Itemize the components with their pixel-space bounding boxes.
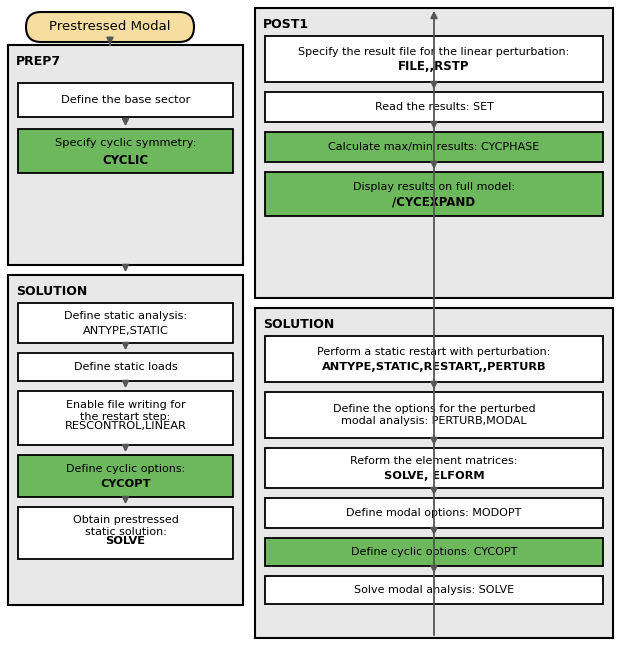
Bar	[18, 83, 233, 117]
Text: Enable file writing for
the restart step:: Enable file writing for the restart step…	[66, 400, 185, 422]
Bar	[18, 353, 233, 381]
Text: Read the results: SET: Read the results: SET	[375, 102, 493, 112]
Text: SOLUTION: SOLUTION	[263, 318, 334, 331]
Text: /CYCEXPAND: /CYCEXPAND	[392, 196, 476, 208]
Text: Define cyclic options: CYCOPT: Define cyclic options: CYCOPT	[351, 547, 517, 557]
Bar	[265, 448, 603, 488]
Text: Obtain prestressed
static solution:: Obtain prestressed static solution:	[72, 515, 179, 537]
Text: Define static loads: Define static loads	[74, 362, 177, 372]
Bar	[265, 336, 603, 382]
Bar	[255, 8, 613, 298]
Bar	[18, 391, 233, 445]
Text: PREP7: PREP7	[16, 55, 61, 68]
Bar	[265, 92, 603, 122]
Bar	[255, 308, 613, 638]
Bar	[18, 303, 233, 343]
Bar	[8, 45, 243, 265]
Text: Define cyclic options:: Define cyclic options:	[66, 464, 185, 474]
Text: POST1: POST1	[263, 18, 309, 31]
Text: Solve modal analysis: SOLVE: Solve modal analysis: SOLVE	[354, 585, 514, 595]
Bar	[18, 507, 233, 559]
Text: Define the options for the perturbed
modal analysis: PERTURB,MODAL: Define the options for the perturbed mod…	[332, 404, 535, 426]
Text: ANTYPE,STATIC,RESTART,,PERTURB: ANTYPE,STATIC,RESTART,,PERTURB	[322, 362, 546, 372]
Text: Display results on full model:: Display results on full model:	[353, 182, 515, 192]
Text: Specify the result file for the linear perturbation:: Specify the result file for the linear p…	[298, 47, 570, 57]
Text: ANTYPE,STATIC: ANTYPE,STATIC	[83, 326, 169, 336]
Bar	[265, 498, 603, 528]
Text: Prestressed Modal: Prestressed Modal	[49, 21, 171, 34]
Bar	[265, 576, 603, 604]
Text: Calculate max/min results: CYCPHASE: Calculate max/min results: CYCPHASE	[328, 142, 540, 152]
Text: SOLUTION: SOLUTION	[16, 285, 87, 298]
Bar	[8, 275, 243, 605]
Text: Specify cyclic symmetry:: Specify cyclic symmetry:	[55, 138, 197, 148]
Text: Perform a static restart with perturbation:: Perform a static restart with perturbati…	[317, 347, 551, 357]
FancyBboxPatch shape	[26, 12, 194, 42]
Text: FILE,,RSTP: FILE,,RSTP	[398, 60, 470, 74]
Text: SOLVE: SOLVE	[106, 536, 145, 546]
Text: SOLVE, ELFORM: SOLVE, ELFORM	[384, 471, 485, 481]
Text: Define static analysis:: Define static analysis:	[64, 311, 187, 321]
Text: CYCOPT: CYCOPT	[100, 479, 151, 489]
Bar	[265, 36, 603, 82]
Bar	[265, 392, 603, 438]
Bar	[265, 538, 603, 566]
Text: CYCLIC: CYCLIC	[103, 154, 148, 166]
Text: Reform the element matrices:: Reform the element matrices:	[350, 456, 518, 466]
Text: Define the base sector: Define the base sector	[61, 95, 190, 105]
Bar	[18, 455, 233, 497]
Text: Define modal options: MODOPT: Define modal options: MODOPT	[346, 508, 522, 518]
Bar	[265, 132, 603, 162]
Bar	[18, 129, 233, 173]
Bar	[265, 172, 603, 216]
Text: RESCONTROL,LINEAR: RESCONTROL,LINEAR	[64, 421, 187, 431]
